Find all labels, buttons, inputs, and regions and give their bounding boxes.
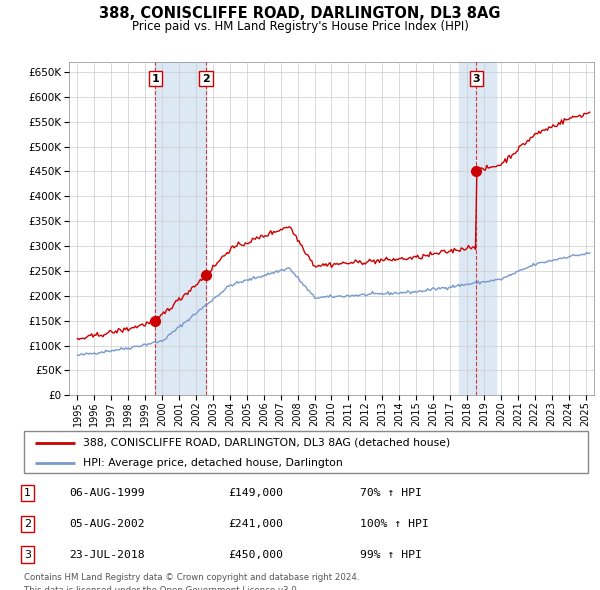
Text: 1: 1 [24, 489, 31, 498]
Text: 70% ↑ HPI: 70% ↑ HPI [360, 489, 422, 498]
Text: 3: 3 [472, 74, 480, 84]
Text: £241,000: £241,000 [228, 519, 283, 529]
Text: 23-JUL-2018: 23-JUL-2018 [69, 550, 145, 559]
Text: £450,000: £450,000 [228, 550, 283, 559]
Text: 99% ↑ HPI: 99% ↑ HPI [360, 550, 422, 559]
Text: Contains HM Land Registry data © Crown copyright and database right 2024.: Contains HM Land Registry data © Crown c… [24, 573, 359, 582]
Bar [155, 62, 206, 395]
Text: 3: 3 [24, 550, 31, 559]
Text: 100% ↑ HPI: 100% ↑ HPI [360, 519, 429, 529]
Bar [458, 62, 496, 395]
Text: HPI: Average price, detached house, Darlington: HPI: Average price, detached house, Darl… [83, 458, 343, 467]
Text: 06-AUG-1999: 06-AUG-1999 [69, 489, 145, 498]
Text: 388, CONISCLIFFE ROAD, DARLINGTON, DL3 8AG (detached house): 388, CONISCLIFFE ROAD, DARLINGTON, DL3 8… [83, 438, 451, 448]
Text: 388, CONISCLIFFE ROAD, DARLINGTON, DL3 8AG: 388, CONISCLIFFE ROAD, DARLINGTON, DL3 8… [99, 6, 501, 21]
Text: 05-AUG-2002: 05-AUG-2002 [69, 519, 145, 529]
Text: 2: 2 [202, 74, 210, 84]
Text: 1: 1 [151, 74, 159, 84]
Text: Price paid vs. HM Land Registry's House Price Index (HPI): Price paid vs. HM Land Registry's House … [131, 20, 469, 33]
Text: This data is licensed under the Open Government Licence v3.0.: This data is licensed under the Open Gov… [24, 586, 299, 590]
Text: £149,000: £149,000 [228, 489, 283, 498]
Text: 2: 2 [24, 519, 31, 529]
